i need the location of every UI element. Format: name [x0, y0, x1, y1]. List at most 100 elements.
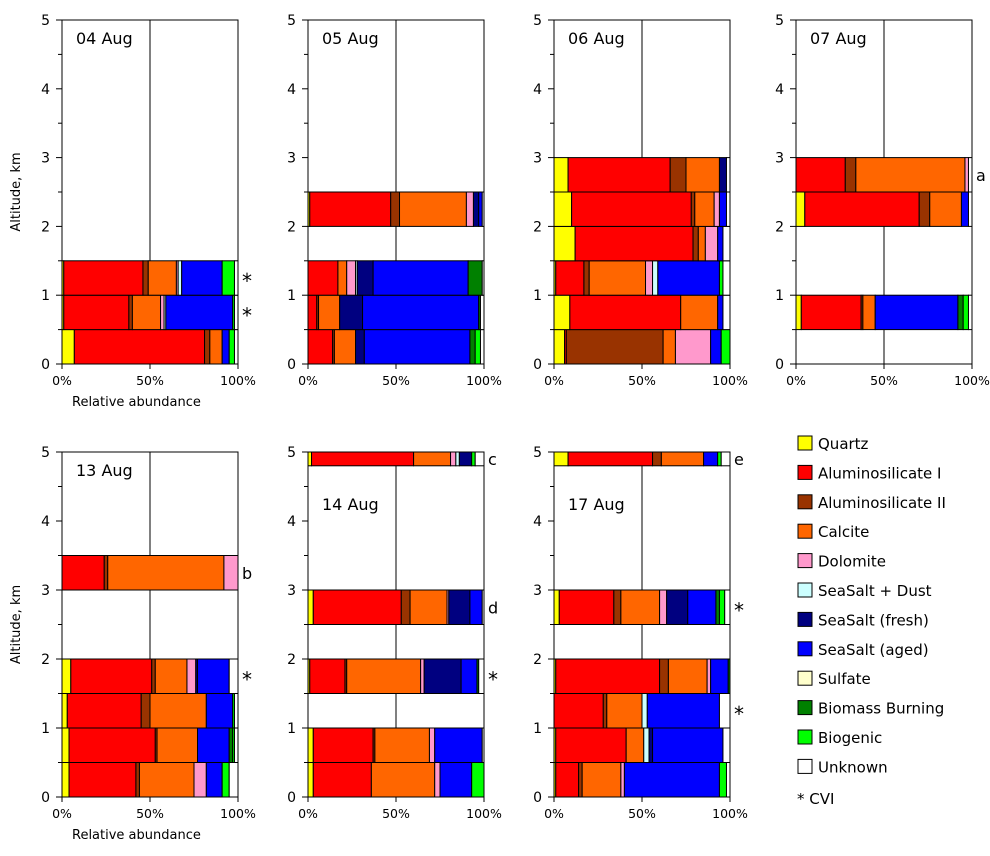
- bar-segment-unknown: [474, 451, 485, 467]
- legend-item-label: Unknown: [818, 758, 888, 776]
- bar-segment-aluminosilicate-ii: [135, 762, 140, 798]
- bar-segment-calcite: [929, 191, 962, 227]
- y-tick-label: 0: [287, 357, 296, 373]
- bar-segment-aluminosilicate-i: [312, 762, 372, 798]
- bar-segment-calcite: [660, 451, 705, 467]
- bar-segment-unknown: [233, 329, 239, 365]
- bar-segment-quartz: [307, 762, 314, 798]
- bar-segment-unknown: [228, 658, 239, 694]
- y-tick-label: 5: [533, 13, 542, 29]
- bar-segment-aluminosilicate-ii: [692, 225, 699, 262]
- y-tick-label: 2: [41, 219, 50, 235]
- x-tick-label: 50%: [382, 373, 410, 388]
- bar-segment-aluminosilicate-i: [63, 294, 130, 331]
- bar-segment-biogenic: [720, 329, 731, 365]
- y-tick-label: 2: [533, 219, 542, 235]
- bar-segment-biogenic: [962, 294, 969, 331]
- bar-segment-quartz: [307, 451, 313, 467]
- legend-cvi-label: * CVI: [797, 790, 834, 808]
- legend-swatch: [797, 729, 813, 745]
- bar-segment-calcite: [374, 727, 430, 763]
- legend: Quartz Aluminosilicate I Aluminosilicate I…: [797, 435, 946, 808]
- bar-segment-seasalt-aged-: [460, 658, 478, 694]
- panel-date-label: 04 Aug: [76, 29, 133, 48]
- x-axis-label: Relative abundance: [72, 395, 201, 410]
- bar-segment-seasalt-aged-: [181, 260, 223, 296]
- bar-segment-quartz: [795, 294, 802, 331]
- y-tick-label: 1: [287, 721, 296, 737]
- bar-segment-unknown: [481, 191, 485, 227]
- bar-segment-seasalt-fresh-: [718, 157, 727, 193]
- bar-segment-quartz: [553, 225, 576, 262]
- x-axis-label: Relative abundance: [72, 828, 201, 843]
- bar-note: b: [242, 564, 252, 583]
- bar-segment-quartz: [553, 191, 573, 227]
- bar-segment-unknown: [233, 260, 239, 296]
- bar-segment-calcite: [147, 260, 177, 296]
- bar-segment-seasalt-fresh-: [472, 191, 480, 227]
- bar-segment-calcite: [694, 191, 715, 227]
- bar-segment-dolomite: [620, 762, 625, 798]
- bar-segment-seasalt-aged-: [363, 329, 471, 365]
- bar-segment-aluminosilicate-ii: [652, 451, 662, 467]
- y-tick-label: 4: [287, 514, 296, 530]
- legend-swatch: [797, 435, 813, 451]
- y-tick-label: 1: [41, 721, 50, 737]
- y-tick-label: 5: [287, 13, 296, 29]
- bar-segment-aluminosilicate-i: [804, 191, 920, 227]
- bar-segment-seasalt-aged-: [646, 693, 720, 729]
- bar-segment-aluminosilicate-i: [68, 727, 156, 763]
- bar-segment-aluminosilicate-i: [70, 658, 153, 694]
- x-tick-label: 0%: [544, 373, 564, 388]
- bar-segment-unknown: [725, 157, 731, 193]
- bar-segment-seasalt-fresh-: [339, 294, 364, 331]
- bar-segment-unknown: [233, 693, 239, 729]
- bar-segment-unknown: [722, 225, 731, 262]
- legend-item-label: Aluminosilicate I: [818, 464, 941, 482]
- bar-segment-seasalt-dust: [643, 727, 650, 763]
- bar-segment-unknown: [228, 762, 239, 798]
- bar-segment-seasalt-aged-: [710, 329, 722, 365]
- bar-segment-seasalt-fresh-: [355, 329, 365, 365]
- y-tick-label: 0: [41, 790, 50, 806]
- bar-segment-aluminosilicate-i: [795, 157, 846, 193]
- bar-segment-seasalt-aged-: [205, 762, 223, 798]
- bar-segment-seasalt-aged-: [197, 658, 230, 694]
- bar-segment-seasalt-dust: [177, 260, 183, 296]
- bar-segment-aluminosilicate-ii: [103, 555, 109, 591]
- bar-segment-unknown: [724, 589, 731, 625]
- bar-segment-aluminosilicate-i: [63, 260, 144, 296]
- bar-segment-aluminosilicate-ii: [583, 260, 590, 296]
- y-tick-label: 2: [533, 652, 542, 668]
- cvi-marker: *: [242, 667, 252, 691]
- bar-segment-quartz: [61, 693, 68, 729]
- bar-segment-biomass-burning: [727, 658, 731, 694]
- x-tick-label: 0%: [298, 373, 318, 388]
- bar-segment-quartz: [553, 329, 566, 365]
- bar-segment-seasalt-dust: [455, 451, 460, 467]
- x-tick-label: 50%: [382, 806, 410, 821]
- bar-segment-seasalt-aged-: [623, 762, 720, 798]
- legend-swatch: [797, 758, 813, 774]
- bar-segment-calcite: [680, 294, 719, 331]
- legend-item-label: Biogenic: [818, 729, 882, 747]
- bar-segment-aluminosilicate-ii: [400, 589, 411, 625]
- bar-segment-aluminosilicate-ii: [565, 329, 664, 365]
- y-tick-label: 5: [287, 445, 296, 461]
- y-tick-label: 3: [533, 151, 542, 167]
- bar-segment-aluminosilicate-i: [567, 157, 671, 193]
- bar-segment-seasalt-aged-: [362, 294, 480, 331]
- y-tick-label: 3: [287, 151, 296, 167]
- y-tick-label: 1: [533, 288, 542, 304]
- bar-segment-quartz: [61, 727, 70, 763]
- bar-segment-biomass-burning: [467, 260, 483, 296]
- bar-segment-aluminosilicate-i: [312, 727, 374, 763]
- bar-segment-biogenic: [471, 451, 476, 467]
- bar-segment-seasalt-fresh-: [458, 451, 473, 467]
- bar-segment-biogenic: [717, 451, 722, 467]
- bar-segment-unknown: [233, 294, 239, 331]
- bar-segment-quartz: [553, 589, 560, 625]
- bar-segment-biogenic: [718, 260, 724, 296]
- legend-swatch: [797, 670, 813, 686]
- bar-segment-seasalt-aged-: [205, 693, 234, 729]
